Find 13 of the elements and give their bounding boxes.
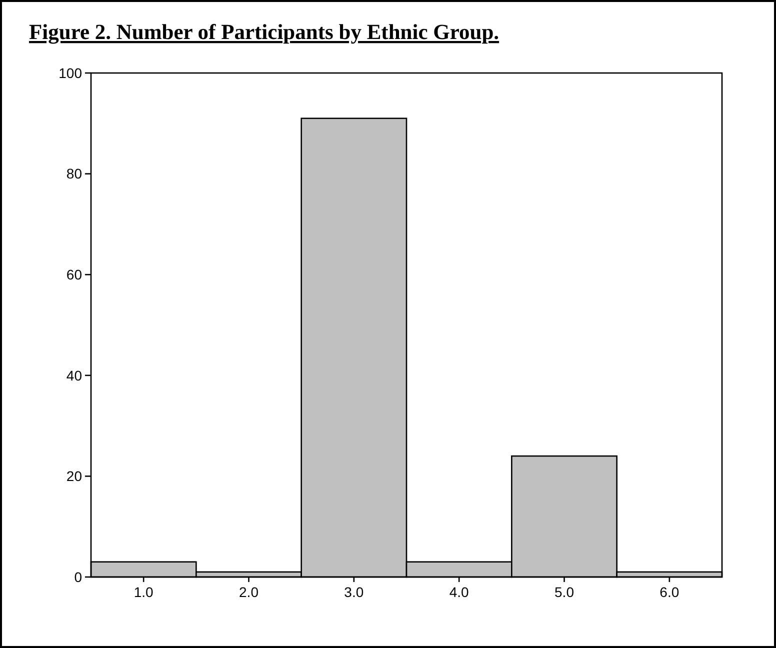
y-tick-label: 20 [66, 468, 82, 484]
x-tick-label: 3.0 [344, 584, 364, 600]
chart-title: Figure 2. Number of Participants by Ethnic Group. [29, 20, 500, 44]
y-tick-label: 0 [74, 568, 82, 585]
y-tick-label: 40 [66, 367, 82, 384]
x-tick-label: 6.0 [660, 584, 680, 600]
y-tick-label: 60 [66, 266, 82, 282]
x-tick-label: 2.0 [239, 584, 259, 600]
y-tick-label: 80 [66, 166, 82, 182]
x-tick-label: 5.0 [554, 584, 574, 600]
y-tick-label: 100 [58, 64, 82, 81]
x-tick-label: 1.0 [134, 584, 154, 600]
x-tick-label: 4.0 [449, 584, 470, 600]
